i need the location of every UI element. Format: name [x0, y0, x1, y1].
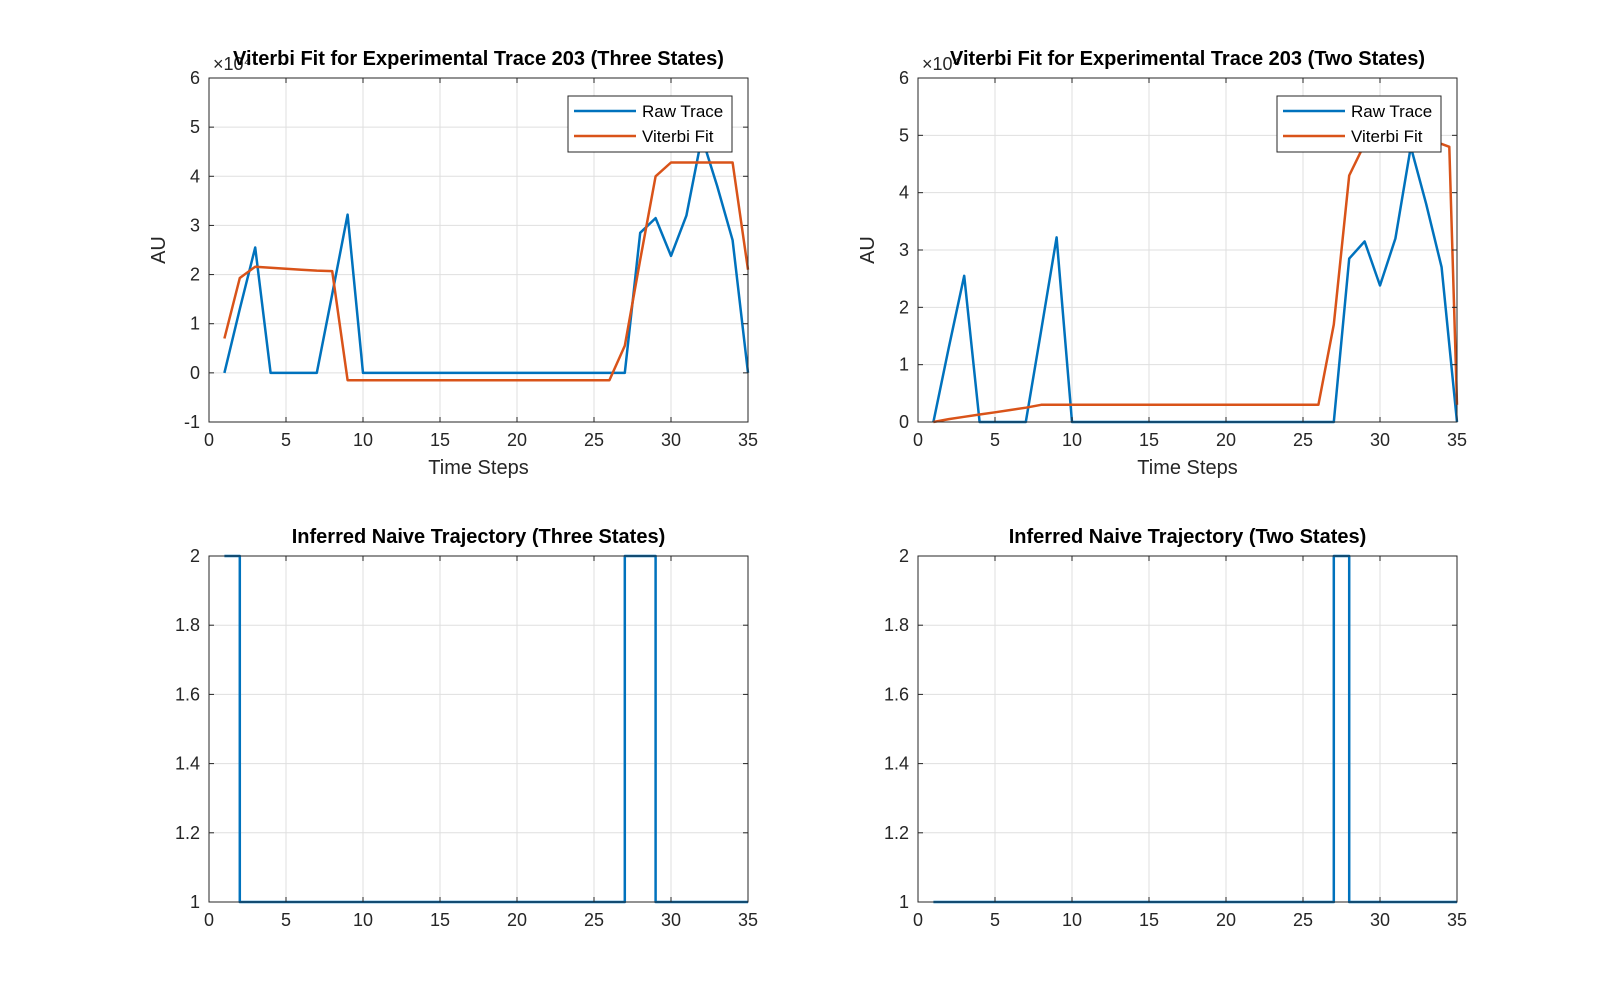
- x-tick-label: 25: [584, 910, 604, 930]
- y-tick-label: 1.8: [175, 615, 200, 635]
- y-exponent-label: ×10⁴: [922, 54, 960, 74]
- x-tick-label: 35: [1447, 430, 1467, 450]
- x-tick-label: 15: [430, 430, 450, 450]
- series-line-raw-trace: [932, 145, 1459, 424]
- x-tick-label: 35: [738, 910, 758, 930]
- x-tick-label: 25: [1293, 430, 1313, 450]
- legend-entry: Raw Trace: [642, 102, 723, 121]
- y-tick-label: 5: [899, 125, 909, 145]
- y-tick-label: 5: [190, 117, 200, 137]
- series-line-trajectory: [933, 554, 1457, 904]
- y-tick-label: 1.2: [175, 823, 200, 843]
- x-tick-label: 20: [1216, 910, 1236, 930]
- x-tick-label: 5: [281, 910, 291, 930]
- x-tick-label: 25: [1293, 910, 1313, 930]
- y-tick-label: 2: [190, 546, 200, 566]
- x-tick-label: 25: [584, 430, 604, 450]
- x-axis-label: Time Steps: [428, 457, 528, 479]
- y-tick-label: 3: [899, 240, 909, 260]
- y-tick-label: 1: [899, 355, 909, 375]
- x-tick-label: 15: [430, 910, 450, 930]
- x-axis-label: Time Steps: [1137, 457, 1237, 479]
- y-tick-label: 0: [190, 363, 200, 383]
- y-tick-label: 6: [190, 68, 200, 88]
- y-axis-label: AU: [857, 236, 879, 264]
- x-tick-label: 15: [1139, 430, 1159, 450]
- x-tick-label: 20: [507, 430, 527, 450]
- x-tick-label: 30: [661, 430, 681, 450]
- x-tick-label: 0: [204, 430, 214, 450]
- y-tick-label: 3: [190, 215, 200, 235]
- y-tick-label: 4: [899, 183, 909, 203]
- x-tick-label: 20: [507, 910, 527, 930]
- y-exponent-label: ×10⁴: [213, 54, 251, 74]
- panel-three-states-trajectory: 0 5 10 15 20 25 30 35 1 1.2 1.4 1.6 1.8 2 Inferred Nai…: [175, 526, 758, 930]
- series-line-trajectory: [224, 554, 748, 904]
- y-tick-label: 6: [899, 68, 909, 88]
- y-tick-label: 1.2: [884, 823, 909, 843]
- x-tick-label: 30: [1370, 430, 1390, 450]
- legend-box: [1276, 95, 1442, 153]
- y-tick-label: 1.8: [884, 615, 909, 635]
- x-tick-label: 0: [204, 910, 214, 930]
- series-line-raw-trace: [223, 135, 750, 375]
- y-tick-label: 0: [899, 412, 909, 432]
- x-tick-label: 10: [353, 910, 373, 930]
- legend: Raw Trace Viterbi Fit: [567, 95, 733, 153]
- chart-title: Inferred Naive Trajectory (Three States): [292, 526, 665, 548]
- legend-entry: Raw Trace: [1351, 102, 1432, 121]
- x-tick-label: 10: [353, 430, 373, 450]
- y-tick-label: 2: [899, 546, 909, 566]
- x-tick-label: 15: [1139, 910, 1159, 930]
- y-tick-label: 1.4: [175, 754, 200, 774]
- axes-frame: [208, 77, 749, 423]
- legend: Raw Trace Viterbi Fit: [1276, 95, 1442, 153]
- x-tick-label: 5: [990, 430, 1000, 450]
- x-tick-label: 30: [1370, 910, 1390, 930]
- x-tick-label: 10: [1062, 430, 1082, 450]
- x-tick-label: 5: [990, 910, 1000, 930]
- y-tick-label: 4: [190, 166, 200, 186]
- chart-title: Viterbi Fit for Experimental Trace 203 (…: [950, 48, 1425, 70]
- chart-title: Inferred Naive Trajectory (Two States): [1009, 526, 1367, 548]
- y-tick-label: 1: [899, 892, 909, 912]
- legend-entry: Viterbi Fit: [1351, 127, 1423, 146]
- x-tick-label: 35: [738, 430, 758, 450]
- x-tick-label: 10: [1062, 910, 1082, 930]
- y-tick-label: 1: [190, 892, 200, 912]
- x-tick-label: 30: [661, 910, 681, 930]
- x-tick-label: 0: [913, 910, 923, 930]
- legend-box: [567, 95, 733, 153]
- y-tick-label: -1: [184, 412, 200, 432]
- series-line-viterbi-fit: [223, 161, 750, 382]
- y-axis-label: AU: [148, 236, 170, 264]
- x-tick-label: 20: [1216, 430, 1236, 450]
- y-tick-label: 2: [899, 297, 909, 317]
- panel-two-states-trajectory: 0 5 10 15 20 25 30 35 1 1.2 1.4 1.6 1.8 2 Inferred Nai…: [884, 526, 1467, 930]
- x-tick-label: 0: [913, 430, 923, 450]
- axes-frame: [917, 555, 1458, 903]
- y-tick-label: 1.4: [884, 754, 909, 774]
- axes-frame: [208, 555, 749, 903]
- legend-entry: Viterbi Fit: [642, 127, 714, 146]
- y-tick-label: 1.6: [175, 684, 200, 704]
- x-tick-label: 5: [281, 430, 291, 450]
- y-tick-label: 1: [190, 314, 200, 334]
- y-tick-label: 1.6: [884, 684, 909, 704]
- chart-title: Viterbi Fit for Experimental Trace 203 (…: [233, 48, 724, 70]
- x-tick-label: 35: [1447, 910, 1467, 930]
- y-tick-label: 2: [190, 265, 200, 285]
